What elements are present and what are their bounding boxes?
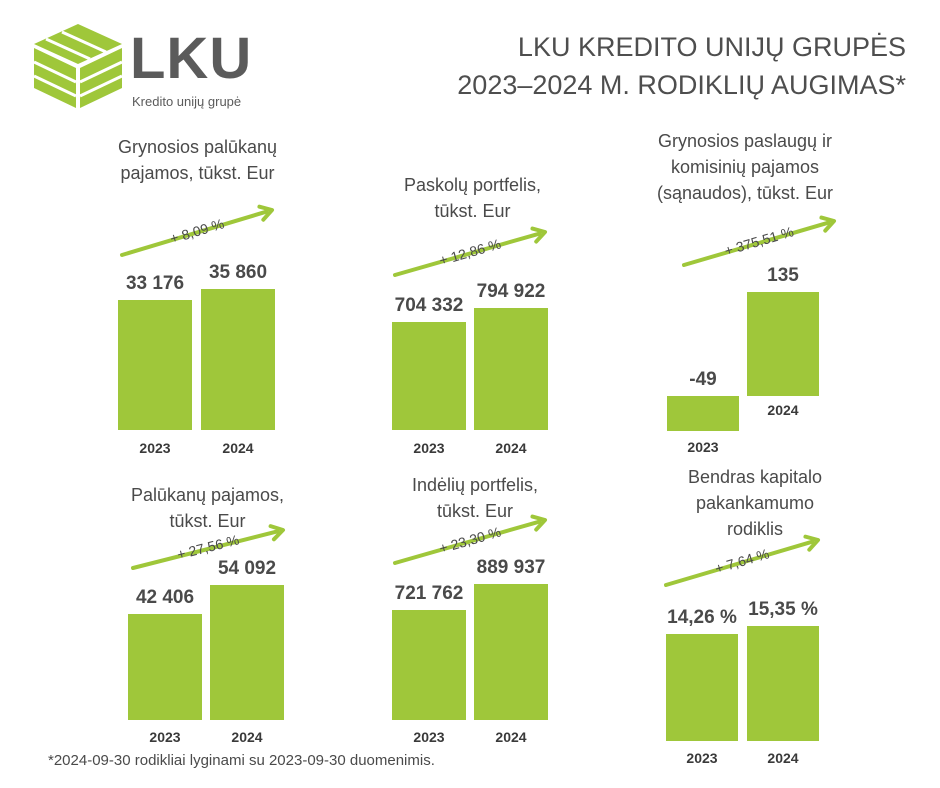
- data-label: 42 406: [135, 587, 195, 609]
- bar-2023: [118, 299, 192, 430]
- chart-title-line: Grynosios palūkanų: [117, 137, 278, 157]
- chart-title-line: rodiklis: [726, 519, 783, 539]
- logo: LKU Kredito unijų grupė: [32, 22, 272, 112]
- bar-2023: [666, 634, 738, 741]
- bar-2024: [474, 308, 548, 430]
- data-label: -49: [689, 369, 717, 390]
- year-label: 2024: [495, 729, 527, 745]
- data-label: 721 762: [394, 582, 464, 604]
- year-label: 2024: [231, 729, 263, 745]
- bar-2023: [392, 321, 466, 430]
- chart-title-line: Grynosios paslaugų ir: [657, 131, 833, 151]
- page-title: LKU KREDITO UNIJŲ GRUPĖS 2023–2024 M. RO…: [457, 28, 906, 104]
- logo-subtitle: Kredito unijų grupė: [132, 94, 242, 109]
- data-label: 794 922: [476, 281, 546, 302]
- data-label: 54 092: [217, 558, 277, 579]
- year-label: 2023: [687, 439, 719, 455]
- bar-2023: [667, 396, 739, 431]
- data-label: 14,26 %: [667, 607, 737, 629]
- year-label: 2023: [139, 440, 171, 456]
- chart-title: Palūkanų pajamos, tūkst. Eur: [105, 482, 310, 534]
- year-label: 2024: [767, 402, 799, 418]
- chart-title-line: tūkst. Eur: [434, 201, 511, 221]
- data-label: 15,35 %: [748, 599, 818, 620]
- chart-title: Grynosios palūkanų pajamos, tūkst. Eur: [95, 134, 300, 186]
- data-label: 889 937: [476, 557, 546, 578]
- bar-2023: [392, 609, 466, 720]
- year-label: 2024: [767, 750, 799, 766]
- bar-2024: [747, 626, 819, 741]
- data-label: 704 332: [394, 294, 464, 316]
- bar-2024: [747, 292, 819, 396]
- title-line-1: LKU KREDITO UNIJŲ GRUPĖS: [517, 32, 906, 62]
- title-line-2: 2023–2024 M. RODIKLIŲ AUGIMAS*: [457, 70, 906, 100]
- growth-arrow-icon: [393, 514, 547, 565]
- chart-title-line: Indėlių portfelis,: [411, 475, 539, 495]
- chart-title: Paskolų portfelis, tūkst. Eur: [380, 172, 565, 224]
- growth-arrow-icon: [682, 215, 836, 267]
- chart-title-line: tūkst. Eur: [436, 501, 514, 521]
- year-label: 2023: [686, 750, 718, 766]
- growth-arrow-icon: [664, 534, 820, 587]
- year-label: 2023: [149, 729, 181, 745]
- growth-arrow-icon: [120, 204, 274, 257]
- chart-title: Indėlių portfelis, tūkst. Eur: [380, 472, 570, 524]
- data-label: 33 176: [125, 272, 185, 294]
- bar-2024: [210, 585, 284, 720]
- year-label: 2023: [413, 440, 445, 456]
- chart-title-line: Paskolų portfelis,: [403, 175, 542, 195]
- year-label: 2023: [413, 729, 445, 745]
- logo-cube-icon: [33, 24, 123, 108]
- chart-title-line: (sąnaudos), tūkst. Eur: [656, 183, 834, 203]
- chart-title: Bendras kapitalo pakankamumo rodiklis: [660, 464, 850, 542]
- logo-wordmark: LKU: [130, 26, 253, 91]
- bar-2023: [128, 614, 202, 720]
- chart-title-line: pakankamumo: [695, 493, 815, 513]
- chart-title-line: Palūkanų pajamos,: [130, 485, 285, 505]
- growth-arrow-icon: [131, 524, 285, 570]
- data-label: 35 860: [208, 262, 268, 283]
- footnote: *2024-09-30 rodikliai lyginami su 2023-0…: [48, 752, 435, 769]
- bar-2024: [474, 584, 548, 720]
- chart-title-line: Bendras kapitalo: [687, 467, 823, 487]
- chart-title-line: tūkst. Eur: [169, 511, 246, 531]
- chart-title-line: pajamos, tūkst. Eur: [120, 163, 275, 183]
- data-label: 135: [767, 265, 799, 287]
- bar-2024: [201, 289, 275, 430]
- year-label: 2024: [495, 440, 527, 456]
- chart-title-line: komisinių pajamos: [670, 157, 820, 177]
- chart-title: Grynosios paslaugų ir komisinių pajamos (s…: [640, 128, 850, 206]
- growth-arrow-icon: [393, 226, 547, 277]
- year-label: 2024: [222, 440, 254, 456]
